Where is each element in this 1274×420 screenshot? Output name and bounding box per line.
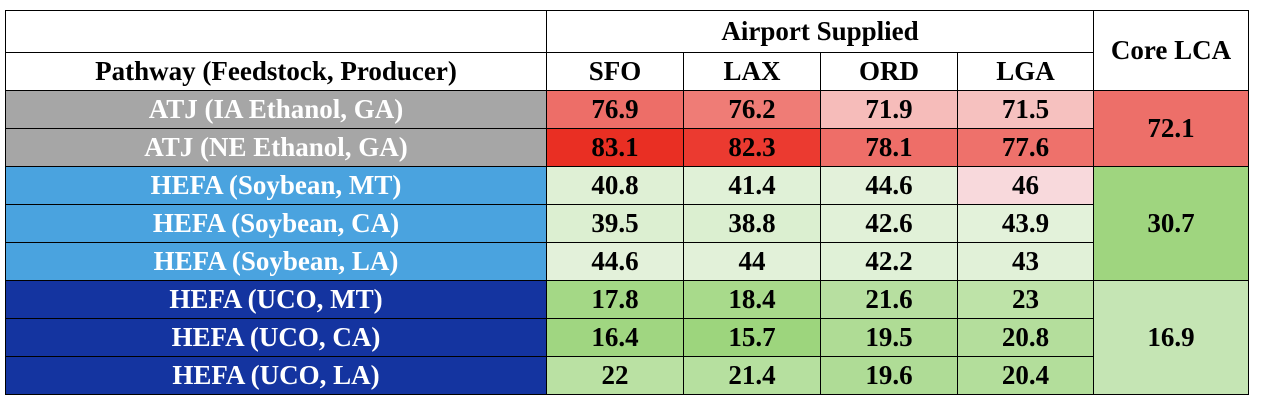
value-cell-ord: 21.6 — [820, 280, 958, 319]
airport-header-lax: LAX — [683, 52, 821, 91]
value-cell-sfo: 16.4 — [546, 318, 684, 357]
value-cell-lax: 18.4 — [683, 280, 821, 319]
value-cell-sfo: 44.6 — [546, 242, 684, 281]
value-cell-lax: 41.4 — [683, 166, 821, 205]
value-cell-ord: 19.6 — [820, 356, 958, 395]
value-cell-lga: 43 — [957, 242, 1094, 281]
table-row: HEFA (UCO, CA) 16.4 15.7 19.5 20.8 — [5, 318, 1249, 357]
table-row: ATJ (NE Ethanol, GA) 83.1 82.3 78.1 77.6 — [5, 128, 1249, 167]
airport-header-sfo: SFO — [546, 52, 684, 91]
pathway-cell: HEFA (Soybean, CA) — [5, 204, 547, 243]
value-cell-ord: 42.2 — [820, 242, 958, 281]
pathway-cell: HEFA (UCO, CA) — [5, 318, 547, 357]
table-row: HEFA (Soybean, CA) 39.5 38.8 42.6 43.9 — [5, 204, 1249, 243]
value-cell-lax: 76.2 — [683, 90, 821, 129]
value-cell-sfo: 22 — [546, 356, 684, 395]
value-cell-lga: 23 — [957, 280, 1094, 319]
value-cell-sfo: 76.9 — [546, 90, 684, 129]
value-cell-sfo: 40.8 — [546, 166, 684, 205]
core-lca-cell: 16.9 — [1093, 280, 1249, 395]
value-cell-sfo: 39.5 — [546, 204, 684, 243]
table-row: HEFA (UCO, MT) 17.8 18.4 21.6 23 16.9 — [5, 280, 1249, 395]
value-cell-ord: 19.5 — [820, 318, 958, 357]
value-cell-lax: 21.4 — [683, 356, 821, 395]
value-cell-lga: 43.9 — [957, 204, 1094, 243]
value-cell-ord: 78.1 — [820, 128, 958, 167]
table-body: ATJ (IA Ethanol, GA) 76.9 76.2 71.9 71.5 72.1… — [5, 90, 1249, 395]
airport-supplied-header: Airport Supplied — [546, 10, 1094, 53]
core-lca-cell: 72.1 — [1093, 90, 1249, 167]
value-cell-lga: 20.4 — [957, 356, 1094, 395]
core-lca-cell: 30.7 — [1093, 166, 1249, 281]
table-row: ATJ (IA Ethanol, GA) 76.9 76.2 71.9 71.5 72.1 — [5, 90, 1249, 167]
pathway-header: Pathway (Feedstock, Producer) — [5, 52, 547, 91]
value-cell-lax: 82.3 — [683, 128, 821, 167]
pathway-cell: HEFA (Soybean, LA) — [5, 242, 547, 281]
table-row: HEFA (UCO, LA) 22 21.4 19.6 20.4 — [5, 356, 1249, 395]
table-row: HEFA (Soybean, LA) 44.6 44 42.2 43 — [5, 242, 1249, 281]
value-cell-ord: 44.6 — [820, 166, 958, 205]
pathway-cell: HEFA (UCO, MT) — [5, 280, 547, 319]
lca-table: Airport Supplied Core LCA Pathway (Feeds… — [5, 10, 1249, 395]
value-cell-lga: 46 — [957, 166, 1094, 205]
table-row: HEFA (Soybean, MT) 40.8 41.4 44.6 46 30.7 — [5, 166, 1249, 281]
value-cell-lax: 44 — [683, 242, 821, 281]
value-cell-lga: 71.5 — [957, 90, 1094, 129]
airport-header-lga: LGA — [957, 52, 1094, 91]
pathway-cell: HEFA (UCO, LA) — [5, 356, 547, 395]
header-blank-cell — [5, 10, 547, 53]
pathway-cell: HEFA (Soybean, MT) — [5, 166, 547, 205]
value-cell-lax: 15.7 — [683, 318, 821, 357]
value-cell-ord: 71.9 — [820, 90, 958, 129]
core-lca-header: Core LCA — [1093, 10, 1249, 91]
value-cell-sfo: 17.8 — [546, 280, 684, 319]
value-cell-lga: 77.6 — [957, 128, 1094, 167]
value-cell-lax: 38.8 — [683, 204, 821, 243]
airport-header-ord: ORD — [820, 52, 958, 91]
value-cell-ord: 42.6 — [820, 204, 958, 243]
value-cell-lga: 20.8 — [957, 318, 1094, 357]
value-cell-sfo: 83.1 — [546, 128, 684, 167]
pathway-cell: ATJ (NE Ethanol, GA) — [5, 128, 547, 167]
pathway-cell: ATJ (IA Ethanol, GA) — [5, 90, 547, 129]
